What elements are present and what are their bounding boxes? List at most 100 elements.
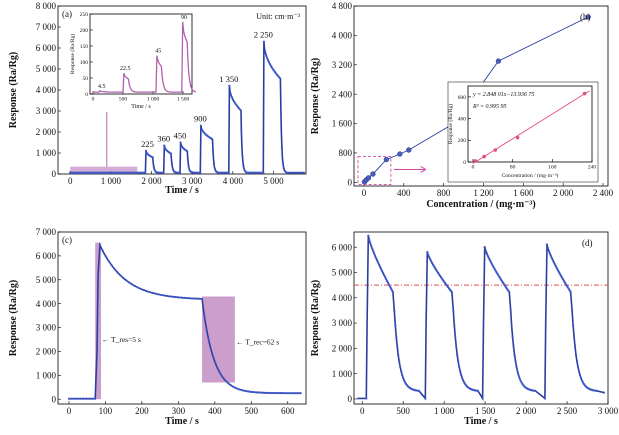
a-inset-line — [93, 21, 196, 93]
a-ytick-label: 8 000 — [36, 1, 57, 11]
a-xtick-label: 0 — [68, 176, 73, 186]
a-xtick-label: 3 000 — [182, 176, 203, 186]
d-series-point — [575, 360, 579, 363]
a-series-point — [217, 171, 221, 174]
d-xtick-label: 1 500 — [475, 406, 496, 416]
a-inset-ytick-label: 200 — [80, 28, 89, 34]
b-inset-ytick-label: 0 — [463, 160, 466, 166]
d-series-point — [380, 267, 383, 271]
c-series-point — [174, 295, 177, 299]
a-series-point — [267, 60, 270, 63]
a-series-point — [90, 171, 93, 174]
c-series-point — [207, 338, 210, 341]
a-series-point — [241, 154, 244, 157]
d-series-point — [457, 360, 460, 363]
d-ytick-label: 1 000 — [332, 369, 353, 379]
c-ytick-label: 4 000 — [36, 299, 57, 309]
d-series-point — [368, 238, 371, 242]
b-xtick-label: 1 200 — [473, 188, 494, 198]
a-series-point — [185, 149, 188, 153]
d-series-point — [399, 365, 402, 369]
b-ytick-label: 1 600 — [332, 119, 353, 129]
c-series-point — [76, 397, 79, 400]
a-series-point — [233, 100, 236, 103]
c-series-point — [142, 288, 145, 292]
c-series-point — [154, 292, 157, 295]
a-ytick-label: 3 000 — [36, 106, 57, 116]
b-xtick-label: 1 600 — [513, 188, 534, 198]
a-series-point — [126, 171, 129, 174]
d-series-point — [497, 274, 500, 277]
c-series-point — [101, 249, 104, 253]
b-inset-fit-line — [472, 90, 590, 164]
b-ytick-label: 4 000 — [332, 31, 353, 41]
a-series-point — [297, 171, 301, 174]
d-series-point — [561, 277, 564, 280]
c-xtick-label: 600 — [281, 406, 295, 416]
d-series-point — [378, 263, 381, 267]
d-series-point — [534, 389, 537, 392]
c-series-point — [216, 366, 219, 369]
b-xtick-label: 800 — [437, 188, 451, 198]
c-series-point — [85, 397, 88, 400]
a-series-point — [111, 171, 114, 174]
a-inset-peak-label: 45 — [155, 49, 161, 55]
a-series-point — [224, 171, 227, 174]
d-series-point — [496, 272, 499, 275]
c-series-point — [195, 297, 198, 300]
b-series-point — [383, 156, 390, 163]
a-ytick-label: 1 000 — [36, 148, 57, 158]
a-series-point — [99, 171, 103, 174]
d-series-point — [391, 290, 395, 294]
d-series-point — [390, 289, 394, 292]
a-series-point — [272, 69, 275, 72]
c-series-point — [279, 392, 282, 395]
c-series-point — [220, 374, 223, 377]
a-series-point — [276, 74, 279, 77]
c-series-point — [275, 391, 278, 395]
b-xtick-label: 2 000 — [553, 188, 574, 198]
a-series-point — [271, 67, 274, 70]
a-inset-ytick-label: 100 — [80, 60, 89, 66]
c-panel-label: (c) — [62, 235, 72, 245]
a-series-point — [288, 171, 291, 174]
d-series-point — [396, 345, 399, 349]
a-series-point — [137, 171, 140, 174]
c-series-point — [73, 397, 76, 400]
a-series-point — [109, 171, 112, 174]
c-ytick-label: 2 000 — [36, 347, 57, 357]
b-inset-equation: y = 2.848 01x−13.936 75 — [472, 91, 534, 98]
b-inset-point — [582, 91, 587, 96]
a-xtick-label: 2 000 — [141, 176, 162, 186]
c-ytick-label: 0 — [52, 394, 57, 404]
c-series-point — [244, 389, 247, 393]
c-series-point — [104, 255, 107, 258]
c-series-point — [255, 391, 258, 394]
a-series-point — [86, 171, 90, 174]
a-inset-peak-label: 90 — [181, 15, 187, 21]
d-series-point — [377, 261, 380, 264]
a-series-point — [80, 171, 83, 174]
a-series-point — [114, 171, 117, 174]
a-series-point — [178, 171, 182, 174]
d-series-point — [394, 324, 397, 327]
a-series-point — [213, 167, 217, 171]
c-series-point — [133, 284, 137, 288]
c-series-point — [91, 397, 94, 400]
c-series-point — [148, 290, 151, 294]
d-series-point — [454, 336, 457, 339]
d-series-point — [403, 379, 406, 382]
d-series-point — [555, 266, 558, 270]
a-series-point — [243, 168, 246, 171]
b-zoom-arrowhead — [420, 166, 427, 173]
a-ytick-label: 0 — [52, 169, 57, 179]
a-series-point — [93, 171, 96, 174]
a-series-point — [122, 171, 125, 174]
a-series-point — [132, 171, 135, 174]
d-series-point — [571, 324, 575, 327]
a-series-point — [229, 92, 232, 95]
c-ytick-label: 7 000 — [36, 227, 57, 237]
d-series-point — [427, 254, 430, 257]
a-series-point — [211, 149, 215, 153]
c-series-point — [270, 391, 274, 395]
